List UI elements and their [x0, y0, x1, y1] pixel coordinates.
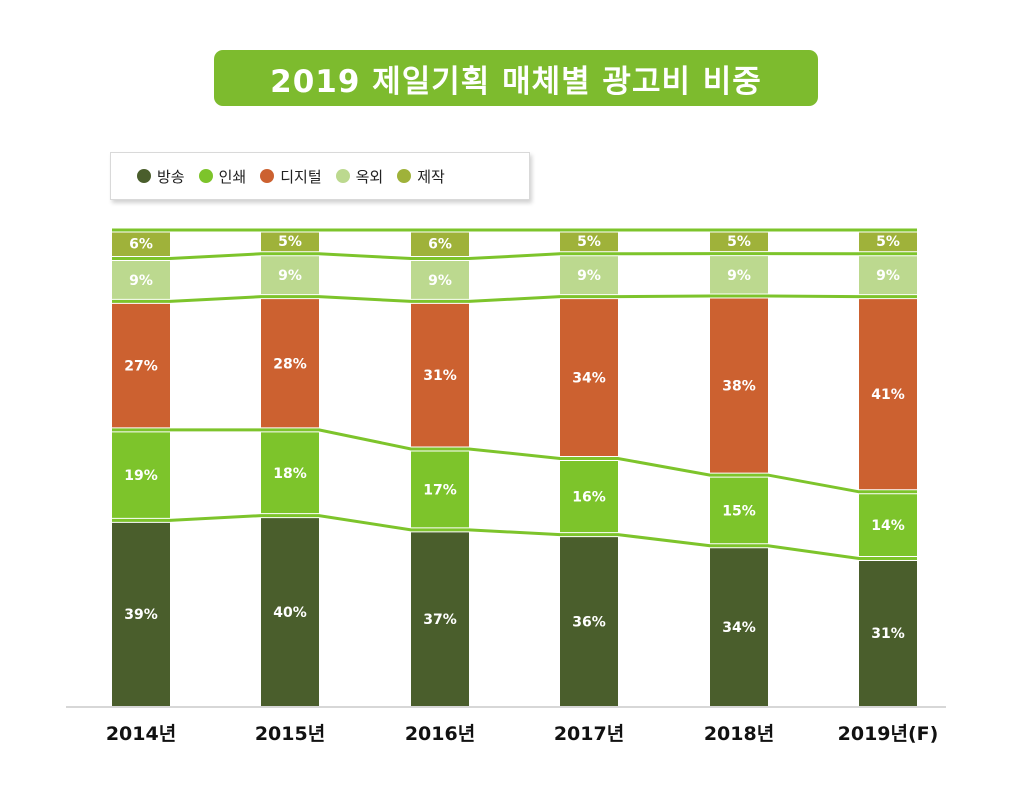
bar-digital-4	[560, 298, 618, 457]
legend-label-production: 제작	[417, 167, 445, 186]
label-print-2: 18%	[273, 466, 307, 482]
bar-print-2	[261, 431, 319, 514]
label-digital-6: 41%	[871, 387, 905, 403]
label-digital-5: 38%	[722, 379, 756, 395]
bar-digital-2	[261, 298, 319, 428]
bar-production-5	[710, 230, 768, 252]
label-production-5: 5%	[727, 234, 751, 250]
label-outdoor-5: 9%	[727, 268, 751, 284]
label-production-2: 5%	[278, 234, 302, 250]
connector-line-3	[112, 294, 917, 303]
legend-label-broadcast: 방송	[157, 167, 185, 186]
x-tick-label-6: 2019년(F)	[838, 723, 939, 745]
legend-item-production: 제작	[397, 166, 445, 187]
chart-title-banner: 2019 제일기획 매체별 광고비 비중	[214, 50, 818, 106]
label-print-4: 16%	[572, 490, 606, 506]
bar-digital-6	[859, 298, 917, 490]
bar-digital-5	[710, 297, 768, 474]
label-broadcast-6: 31%	[871, 626, 905, 642]
legend-label-outdoor: 옥외	[355, 167, 384, 186]
label-print-1: 19%	[124, 468, 158, 484]
legend-dot-production	[397, 169, 412, 183]
bar-production-4	[560, 230, 618, 252]
x-tick-label-4: 2017년	[554, 723, 624, 745]
bar-outdoor-2	[261, 255, 319, 295]
bar-broadcast-3	[411, 531, 469, 706]
bar-print-4	[560, 460, 618, 533]
legend-item-outdoor: 옥외	[335, 166, 384, 187]
bar-digital-3	[411, 303, 469, 447]
label-outdoor-2: 9%	[278, 268, 302, 284]
bar-broadcast-6	[859, 560, 917, 706]
legend-item-print: 인쇄	[198, 166, 247, 187]
bar-outdoor-3	[411, 260, 469, 300]
label-production-3: 6%	[428, 236, 452, 252]
legend-dot-broadcast	[137, 169, 151, 183]
bar-print-3	[411, 450, 469, 528]
label-print-3: 17%	[423, 482, 457, 498]
legend-item-broadcast: 방송	[137, 166, 185, 187]
label-digital-1: 27%	[124, 359, 158, 375]
label-broadcast-1: 39%	[124, 607, 158, 623]
legend-dot-print	[198, 169, 213, 183]
legend-dot-digital	[260, 169, 275, 183]
connector-line-4	[112, 252, 917, 261]
connector-lines	[112, 227, 917, 561]
connector-line-2	[112, 428, 917, 494]
bar-outdoor-1	[112, 260, 170, 300]
label-broadcast-5: 34%	[722, 620, 756, 636]
bar-production-3	[411, 230, 469, 257]
label-digital-4: 34%	[572, 371, 606, 387]
bar-broadcast-1	[112, 522, 170, 706]
label-outdoor-4: 9%	[577, 268, 601, 284]
legend-label-digital: 디지털	[280, 167, 322, 186]
label-print-5: 15%	[722, 503, 756, 519]
label-broadcast-2: 40%	[273, 605, 307, 621]
label-broadcast-3: 37%	[423, 612, 457, 628]
label-digital-3: 31%	[423, 368, 457, 384]
legend-label-print: 인쇄	[218, 167, 247, 186]
x-tick-label-1: 2014년	[106, 723, 176, 745]
connector-halo-1	[112, 513, 917, 561]
connector-halo-2	[112, 427, 917, 495]
x-tick-label-3: 2016년	[405, 723, 475, 745]
bars-group	[112, 230, 917, 706]
label-print-6: 14%	[871, 518, 905, 534]
legend-item-digital: 디지털	[260, 166, 322, 187]
bar-broadcast-5	[710, 547, 768, 706]
bar-digital-1	[112, 303, 170, 428]
label-production-4: 5%	[577, 234, 601, 250]
bar-print-1	[112, 431, 170, 519]
bar-production-1	[112, 230, 170, 257]
legend-dot-outdoor	[335, 169, 350, 183]
label-production-6: 5%	[876, 234, 900, 250]
bar-broadcast-2	[261, 517, 319, 706]
bar-outdoor-6	[859, 255, 917, 295]
label-digital-2: 28%	[273, 356, 307, 372]
bar-production-2	[261, 230, 319, 252]
segment-labels: 39% 19% 27% 9% 6% 40% 18% 28% 9% 5% 37% 17% 31% 9% 6% 3…	[124, 234, 905, 642]
bar-print-5	[710, 477, 768, 544]
connector-line-1	[112, 514, 917, 560]
bar-outdoor-5	[710, 255, 768, 294]
chart-title: 2019 제일기획 매체별 광고비 비중	[270, 63, 762, 100]
chart-legend: 방송 인쇄 디지털 옥외 제작	[110, 152, 530, 200]
label-production-1: 6%	[129, 236, 153, 252]
x-tick-label-2: 2015년	[255, 723, 325, 745]
bar-production-6	[859, 230, 917, 252]
label-broadcast-4: 36%	[572, 614, 606, 630]
label-outdoor-3: 9%	[428, 273, 452, 289]
x-tick-label-5: 2018년	[704, 723, 774, 745]
label-outdoor-6: 9%	[876, 268, 900, 284]
label-outdoor-1: 9%	[129, 273, 153, 289]
bar-broadcast-4	[560, 536, 618, 706]
bar-print-6	[859, 493, 917, 557]
bar-outdoor-4	[560, 255, 618, 295]
